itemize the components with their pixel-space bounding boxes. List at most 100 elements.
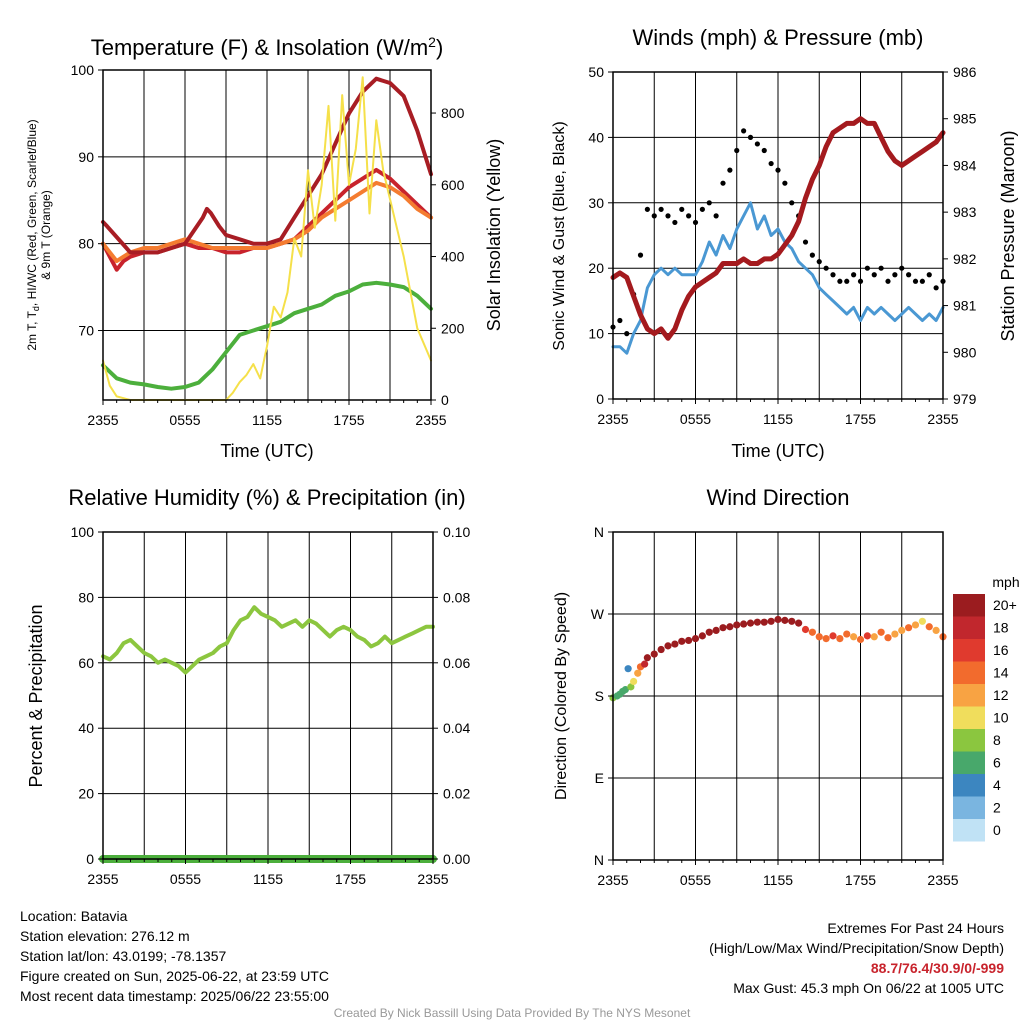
colorbar-label: 2 [993,800,1001,816]
colorbar-swatch [953,729,985,752]
direction-point [657,645,665,654]
colorbar-title: mph [992,574,1019,590]
wind-line [611,201,945,355]
winds-title: Winds (mph) & Pressure (mb) [633,25,924,50]
direction-point [795,619,803,627]
location-text: Location: Batavia [20,908,128,924]
colorbar-label: 14 [993,665,1009,681]
direction-point [685,636,693,645]
direction-point [705,628,713,636]
winds-series [610,116,946,355]
direction-point [932,626,940,635]
x-tick-label: 2355 [417,871,448,887]
gust-point [651,213,657,219]
direction-point [788,617,796,625]
gust-point [768,160,774,167]
gust-point [686,213,692,219]
humidity-grid [103,532,433,859]
created-text: Figure created on Sun, 2025-06-22, at 23… [20,968,329,984]
direction-point [650,650,658,658]
gust-point [851,272,857,278]
y-tick-label: 40 [588,129,604,145]
y2-tick-label: 0.00 [443,851,470,867]
gust-point [713,213,719,219]
y2-tick-label: 0 [441,392,449,408]
direction-point [643,654,651,662]
y-tick-label: 60 [78,655,94,671]
winds-ticks: 0 10 20 30 40 50 979 980 981 982 983 984 985 986 2355 0… [588,64,976,427]
humidity-panel: Relative Humidity (%) & Precipitation (i… [26,485,470,887]
gust-point [816,259,822,265]
gust-point [665,213,671,219]
extremes-values: 88.7/76.4/30.9/0/-999 [870,960,1004,976]
direction-point [719,624,727,632]
extremes-legend: (High/Low/Max Wind/Precipitation/Snow De… [709,940,1004,956]
gust-point [747,134,754,140]
gust-point [754,141,760,147]
direction-point [891,630,899,638]
gust-point [624,331,630,337]
winds-y2label: Station Pressure (Maroon) [998,130,1018,341]
y-tick-label: E [595,770,604,786]
direction-point [925,623,933,631]
humidity-ylabel: Percent & Precipitation [26,604,46,787]
gust-point [699,206,705,212]
gust-point [734,147,740,154]
x-tick-label: 1155 [252,412,282,428]
direction-point [829,632,837,640]
gust-point [706,200,712,206]
direction-point [760,618,768,626]
direction-point [774,615,782,624]
colorbar-swatch [953,594,985,617]
colorbar-label: 16 [993,642,1009,658]
direction-point [678,637,686,645]
direction-point [905,624,913,632]
gust-point [885,278,891,284]
x-tick-label: 1755 [333,412,364,428]
temperature-ticks: 70 80 90 100 0 200 400 600 800 2355 0555 1155 1755 23… [71,62,465,428]
y2-tick-label: 0.06 [443,655,470,671]
y-tick-label: 50 [588,64,604,80]
gust-point [727,167,733,173]
x-tick-label: 1155 [763,411,793,427]
y-tick-label: N [594,524,604,540]
x-tick-label: 2355 [87,871,118,887]
colorbar-label: 20+ [993,597,1017,613]
direction-point [767,617,775,625]
colorbar-label: 4 [993,777,1001,793]
x-tick-label: 2355 [597,411,628,427]
direction-point [898,626,906,635]
gust-point [906,272,912,278]
direction-point [836,635,844,643]
gust-point [871,272,877,278]
direction-point [641,660,649,668]
gust-point [892,272,898,278]
direction-point [863,632,871,640]
y2-tick-label: 0.10 [443,524,470,540]
colorbar-swatch [953,774,985,797]
y2-tick-label: 200 [441,320,465,336]
gust-point [919,278,925,284]
direction-point [740,620,748,628]
direction-grid [613,532,943,860]
direction-ticks: N E S W N 2355 0555 1155 1755 2355 [591,524,959,888]
y2-tick-label: 979 [953,391,977,407]
colorbar-swatch [953,616,985,639]
y-tick-label: N [594,852,604,868]
gust-point [809,252,815,258]
gust-point [789,200,795,206]
direction-point [801,625,810,634]
temperature-y2label: Solar Insolation (Yellow) [484,139,504,331]
y2-tick-label: 984 [953,157,977,173]
direction-title: Wind Direction [706,485,849,510]
humidity-ticks: 0 20 40 60 80 100 0.00 0.02 0.04 0.06 0.08 0.10 2355… [71,524,471,887]
gust-point [672,219,678,226]
direction-point [815,633,823,641]
colorbar-swatch [953,639,985,662]
direction-point [822,635,830,643]
direction-point [624,665,632,673]
direction-point [671,640,679,648]
y-tick-label: 0 [86,851,94,867]
colorbar-swatch [953,661,985,684]
x-tick-label: 0555 [680,411,711,427]
